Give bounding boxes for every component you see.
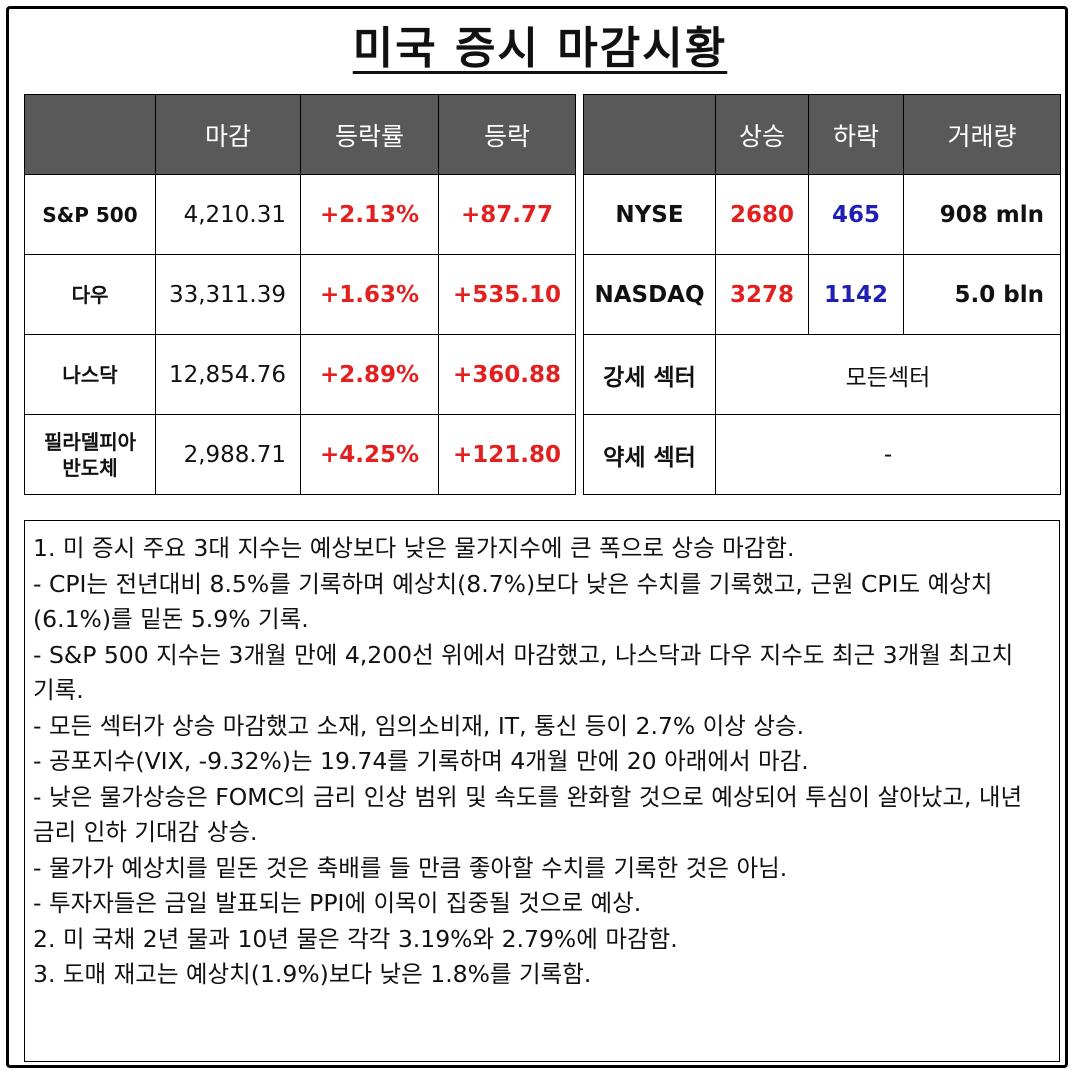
note-line: 1. 미 증시 주요 3대 지수는 예상보다 낮은 물가지수에 큰 폭으로 상승… bbox=[33, 534, 795, 562]
page-title: 미국 증시 마감시황 bbox=[352, 23, 728, 74]
note-line: 3. 도매 재고는 예상치(1.9%)보다 낮은 1.8%를 기록함. bbox=[33, 960, 592, 988]
note-line: - CPI는 전년대비 8.5%를 기록하며 예상치(8.7%)보다 낮은 수치… bbox=[33, 569, 993, 634]
index-change: +535.10 bbox=[438, 254, 576, 335]
note-line: - 투자자들은 금일 발표되는 PPI에 이목이 집중될 것으로 예상. bbox=[33, 889, 642, 917]
breadth-header-volume: 거래량 bbox=[903, 94, 1061, 175]
index-close: 12,854.76 bbox=[155, 334, 301, 415]
indices-header-row: 마감 등락률 등락 bbox=[24, 94, 576, 175]
note-line: - 물가가 예상치를 밑돈 것은 축배를 들 만큼 좋아할 수치를 기록한 것은… bbox=[33, 853, 788, 882]
index-pct: +2.89% bbox=[300, 334, 439, 415]
note-line: - 공포지수(VIX, -9.32%)는 19.74를 기록하며 4개월 만에 … bbox=[33, 747, 809, 775]
page-title-wrap: 미국 증시 마감시황 bbox=[0, 12, 1080, 74]
weak-sector-label: 약세 섹터 bbox=[583, 414, 716, 495]
index-pct: +4.25% bbox=[300, 414, 439, 495]
decline-count: 1142 bbox=[808, 254, 904, 335]
index-name: 필라델피아 반도체 bbox=[24, 414, 156, 495]
breadth-header-row: 상승 하락 거래량 bbox=[583, 94, 1061, 175]
breadth-header-advance: 상승 bbox=[715, 94, 809, 175]
breadth-header-decline: 하락 bbox=[808, 94, 904, 175]
table-row: 강세 섹터 모든섹터 bbox=[583, 334, 1061, 415]
index-name: S&P 500 bbox=[24, 174, 156, 255]
indices-table: 마감 등락률 등락 S&P 500 4,210.31 +2.13% +87.77… bbox=[24, 94, 576, 495]
index-pct: +1.63% bbox=[300, 254, 439, 335]
decline-count: 465 bbox=[808, 174, 904, 255]
note-line: - 낮은 물가상승은 FOMC의 금리 인상 범위 및 속도를 완화할 것으로 … bbox=[33, 782, 1023, 847]
advance-count: 3278 bbox=[715, 254, 809, 335]
index-close: 33,311.39 bbox=[155, 254, 301, 335]
index-pct: +2.13% bbox=[300, 174, 439, 255]
strong-sector-label: 강세 섹터 bbox=[583, 334, 716, 415]
volume-value: 908 mln bbox=[903, 174, 1061, 255]
volume-value: 5.0 bln bbox=[903, 254, 1061, 335]
table-row: S&P 500 4,210.31 +2.13% +87.77 bbox=[24, 174, 576, 255]
outer-frame bbox=[6, 6, 1068, 1068]
table-row: 필라델피아 반도체 2,988.71 +4.25% +121.80 bbox=[24, 414, 576, 495]
indices-header-change: 등락 bbox=[438, 94, 576, 175]
index-change: +87.77 bbox=[438, 174, 576, 255]
index-close: 4,210.31 bbox=[155, 174, 301, 255]
strong-sector-value: 모든섹터 bbox=[715, 334, 1061, 415]
index-name: 나스닥 bbox=[24, 334, 156, 415]
breadth-header-blank bbox=[583, 94, 716, 175]
index-change: +121.80 bbox=[438, 414, 576, 495]
exchange-name: NASDAQ bbox=[583, 254, 716, 335]
advance-count: 2680 bbox=[715, 174, 809, 255]
weak-sector-value: - bbox=[715, 414, 1061, 495]
index-name: 다우 bbox=[24, 254, 156, 335]
table-row: 다우 33,311.39 +1.63% +535.10 bbox=[24, 254, 576, 335]
breadth-table: 상승 하락 거래량 NYSE 2680 465 908 mln NASDAQ 3… bbox=[583, 94, 1061, 495]
table-row: NASDAQ 3278 1142 5.0 bln bbox=[583, 254, 1061, 335]
indices-header-pct: 등락률 bbox=[300, 94, 439, 175]
table-row: NYSE 2680 465 908 mln bbox=[583, 174, 1061, 255]
index-close: 2,988.71 bbox=[155, 414, 301, 495]
table-row: 약세 섹터 - bbox=[583, 414, 1061, 495]
table-row: 나스닥 12,854.76 +2.89% +360.88 bbox=[24, 334, 576, 415]
note-line: 2. 미 국채 2년 물과 10년 물은 각각 3.19%와 2.79%에 마감… bbox=[33, 924, 678, 953]
index-change: +360.88 bbox=[438, 334, 576, 415]
note-line: - 모든 섹터가 상승 마감했고 소재, 임의소비재, IT, 통신 등이 2.… bbox=[33, 711, 805, 740]
market-notes: 1. 미 증시 주요 3대 지수는 예상보다 낮은 물가지수에 큰 폭으로 상승… bbox=[24, 520, 1060, 1062]
indices-header-blank bbox=[24, 94, 156, 175]
note-line: - S&P 500 지수는 3개월 만에 4,200선 위에서 마감했고, 나스… bbox=[33, 640, 1014, 705]
exchange-name: NYSE bbox=[583, 174, 716, 255]
indices-header-close: 마감 bbox=[155, 94, 301, 175]
